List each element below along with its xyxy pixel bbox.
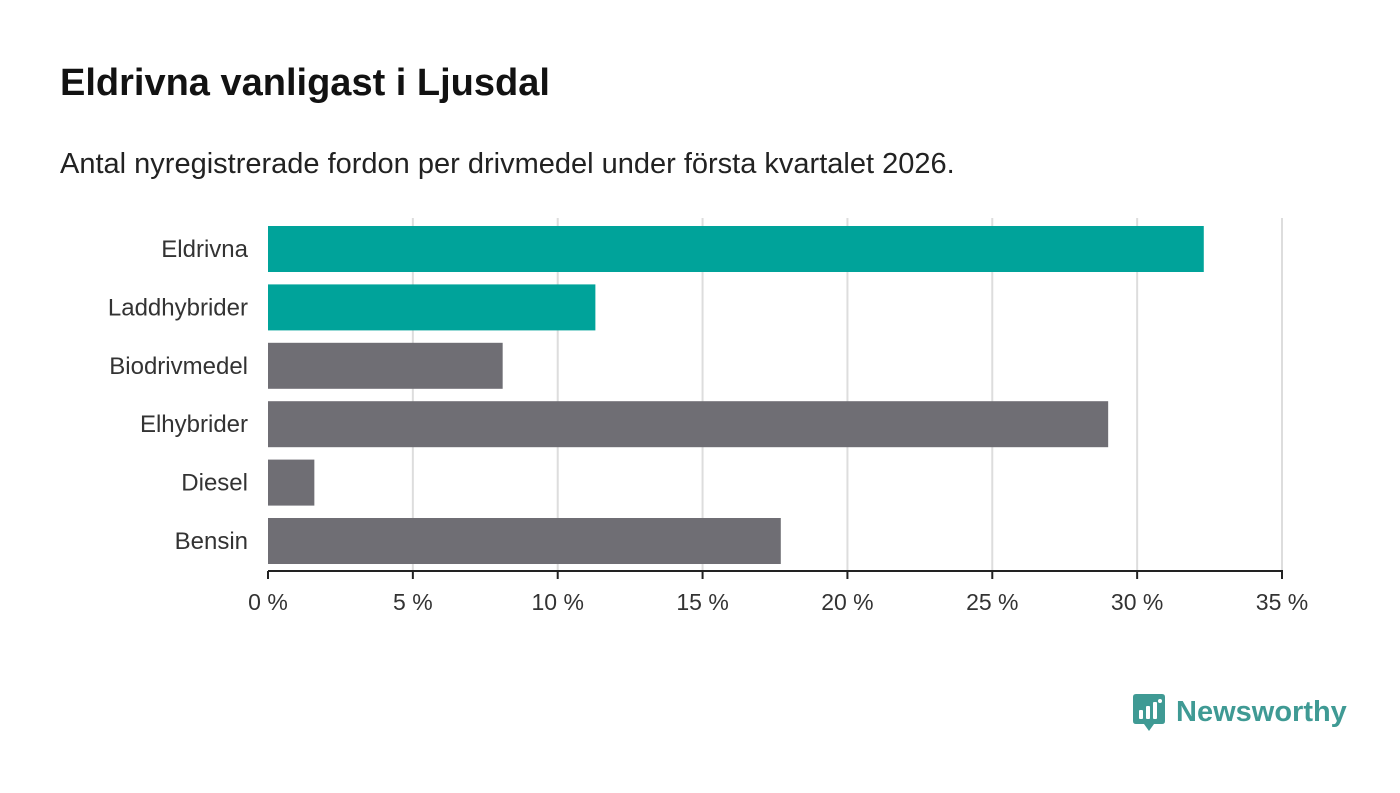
chart-subtitle: Antal nyregistrerade fordon per drivmede… [60,148,955,180]
x-tick-label: 0 % [248,589,288,615]
bar-elhybrider [268,401,1109,448]
bar-biodrivmedel [268,342,503,389]
x-tick-label: 10 % [531,589,583,615]
bar-laddhybrider [268,284,596,331]
brand-logo: Newsworthy [1132,690,1347,734]
grid-lines [411,218,1283,571]
category-label: Elhybrider [140,411,248,438]
category-label: Diesel [181,470,248,497]
category-label: Laddhybrider [108,294,248,321]
x-tick-label: 35 % [1256,589,1308,615]
x-axis: 0 % 5 % 10 % 15 % 20 % 25 % 30 % 35 % [248,570,1308,615]
bar-bensin [268,518,781,564]
category-label: Bensin [175,528,248,555]
chart-title: Eldrivna vanligast i Ljusdal [60,62,550,104]
x-tick-label: 20 % [821,589,873,615]
category-label: Biodrivmedel [109,353,248,380]
category-labels: Eldrivna Laddhybrider Biodrivmedel Elhybrid… [108,236,249,555]
x-tick-label: 30 % [1111,589,1163,615]
x-tick-label: 25 % [966,589,1018,615]
bar-diesel [268,459,315,506]
brand-name: Newsworthy [1176,695,1347,728]
bar-eldrivna [268,226,1204,272]
newsworthy-logo-icon [1133,694,1165,731]
x-tick-label: 15 % [676,589,728,615]
category-label: Eldrivna [161,236,248,263]
bars [268,226,1204,564]
x-tick-label: 5 % [393,589,433,615]
